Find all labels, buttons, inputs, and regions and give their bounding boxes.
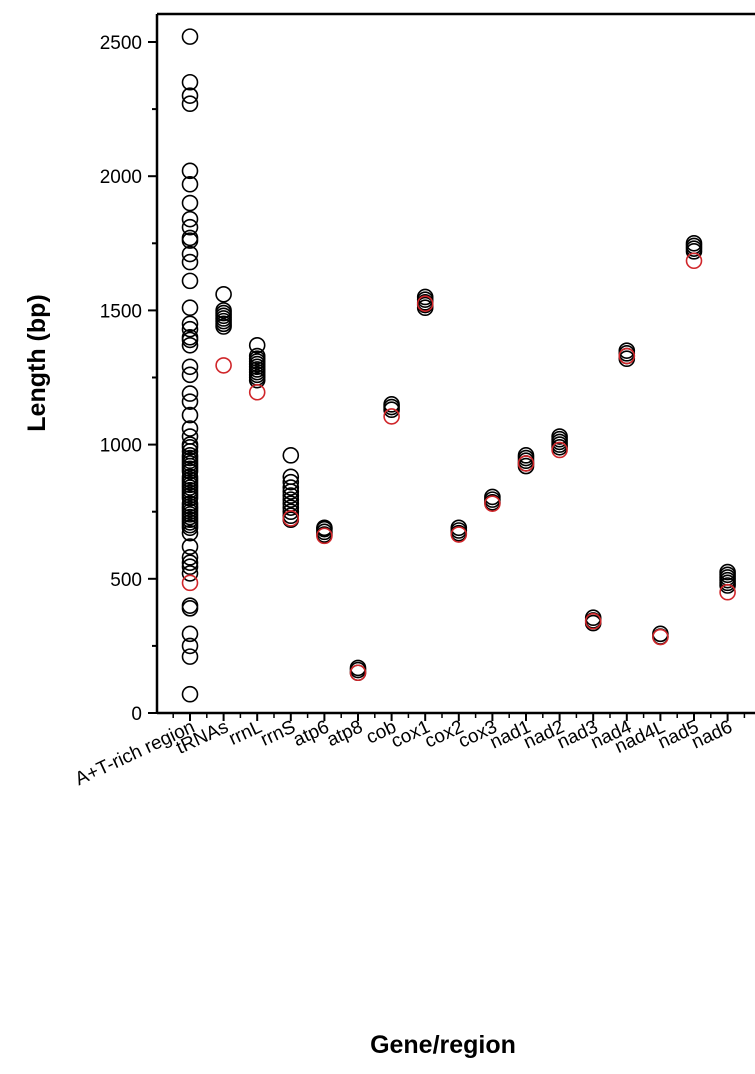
y-tick-label: 2000	[100, 167, 142, 188]
y-axis-title: Length (bp)	[23, 294, 51, 431]
x-axis-title: Gene/region	[370, 1031, 516, 1059]
x-ticks: A+T-rich regiontRNAsrrnLrrnSatp6atp8cobc…	[72, 713, 744, 790]
axes	[157, 14, 755, 713]
y-tick-label: 1000	[100, 436, 142, 457]
data-point	[183, 29, 198, 44]
y-tick-label: 500	[110, 570, 142, 591]
highlight-point	[183, 575, 198, 590]
y-tick-label: 1500	[100, 301, 142, 322]
highlight-point	[216, 358, 231, 373]
data-point	[183, 300, 198, 315]
data-point	[183, 196, 198, 211]
highlight-point	[653, 630, 668, 645]
y-tick-label: 2500	[100, 33, 142, 54]
y-tick-label: 0	[131, 704, 142, 725]
data-point	[183, 273, 198, 288]
y-ticks: 0 500 1000 1500 2000 2500	[100, 33, 157, 725]
data-point	[183, 687, 198, 702]
data-points	[183, 29, 736, 702]
data-point	[216, 287, 231, 302]
x-tick-label: atp8	[324, 716, 366, 751]
data-point	[283, 448, 298, 463]
